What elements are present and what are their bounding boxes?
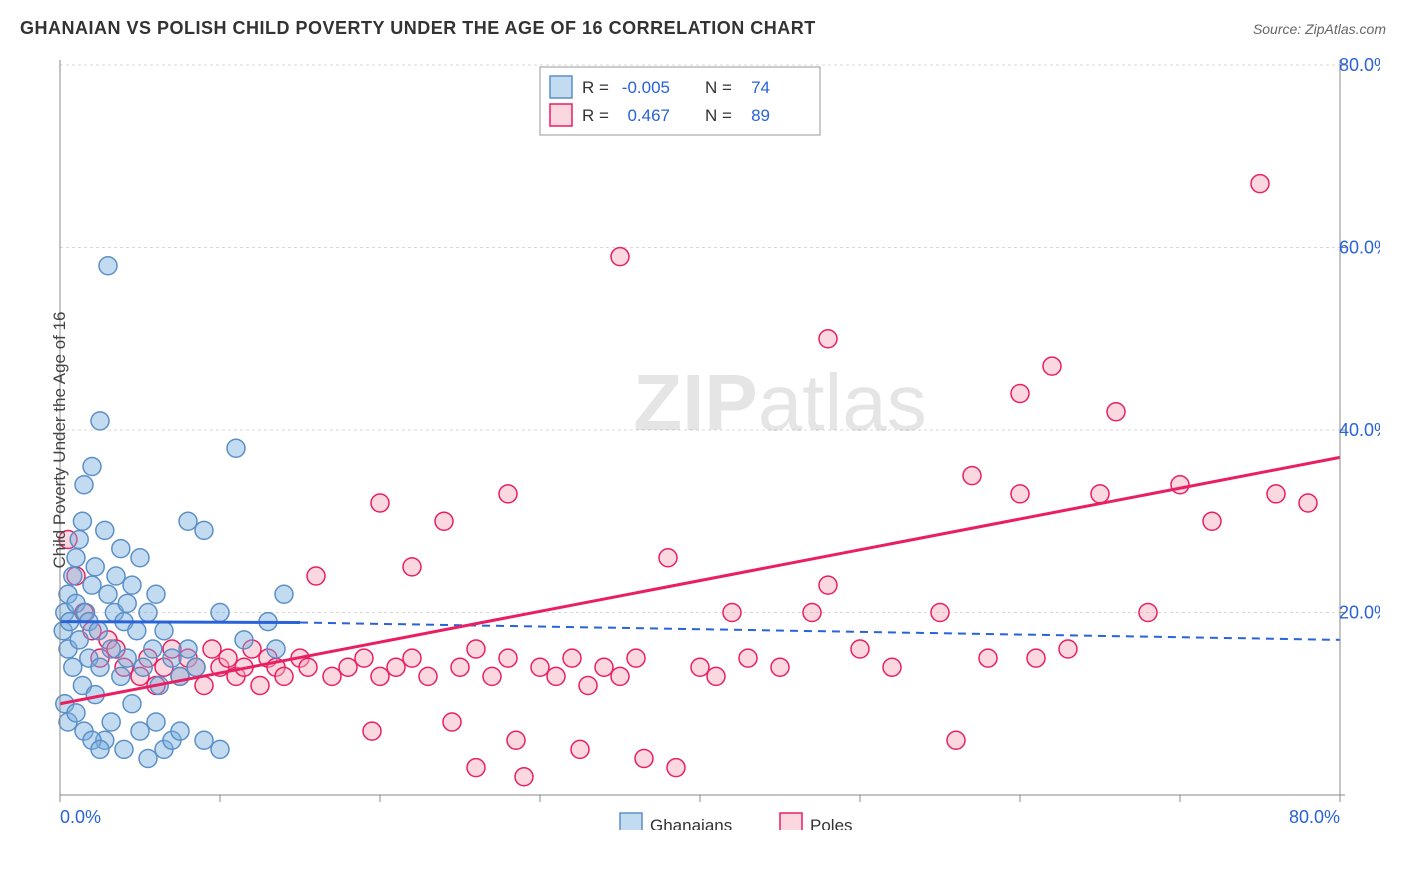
svg-text:N =: N = [705, 106, 732, 125]
source-label: Source: ZipAtlas.com [1253, 21, 1386, 37]
svg-text:R =: R = [582, 78, 609, 97]
svg-text:60.0%: 60.0% [1339, 238, 1380, 258]
svg-text:0.0%: 0.0% [60, 807, 101, 827]
y-axis-label: Child Poverty Under the Age of 16 [50, 290, 70, 590]
svg-text:Poles: Poles [810, 816, 853, 830]
svg-text:89: 89 [751, 106, 770, 125]
svg-text:20.0%: 20.0% [1339, 603, 1380, 623]
svg-text:80.0%: 80.0% [1339, 55, 1380, 75]
svg-text:-0.005: -0.005 [622, 78, 670, 97]
svg-text:R =: R = [582, 106, 609, 125]
svg-text:40.0%: 40.0% [1339, 420, 1380, 440]
svg-text:80.0%: 80.0% [1289, 807, 1340, 827]
svg-text:N =: N = [705, 78, 732, 97]
svg-text:Ghanaians: Ghanaians [650, 816, 732, 830]
chart-title: GHANAIAN VS POLISH CHILD POVERTY UNDER T… [20, 18, 816, 39]
chart-area: ZIPatlas 0.0% 80.0% 20.0% 40.0% 60.0% 80.0% R =… [50, 55, 1380, 830]
svg-text:74: 74 [751, 78, 770, 97]
chart-svg: ZIPatlas 0.0% 80.0% 20.0% 40.0% 60.0% 80.0% R =… [50, 55, 1380, 830]
svg-text:0.467: 0.467 [627, 106, 670, 125]
svg-text:ZIPatlas: ZIPatlas [633, 358, 926, 447]
